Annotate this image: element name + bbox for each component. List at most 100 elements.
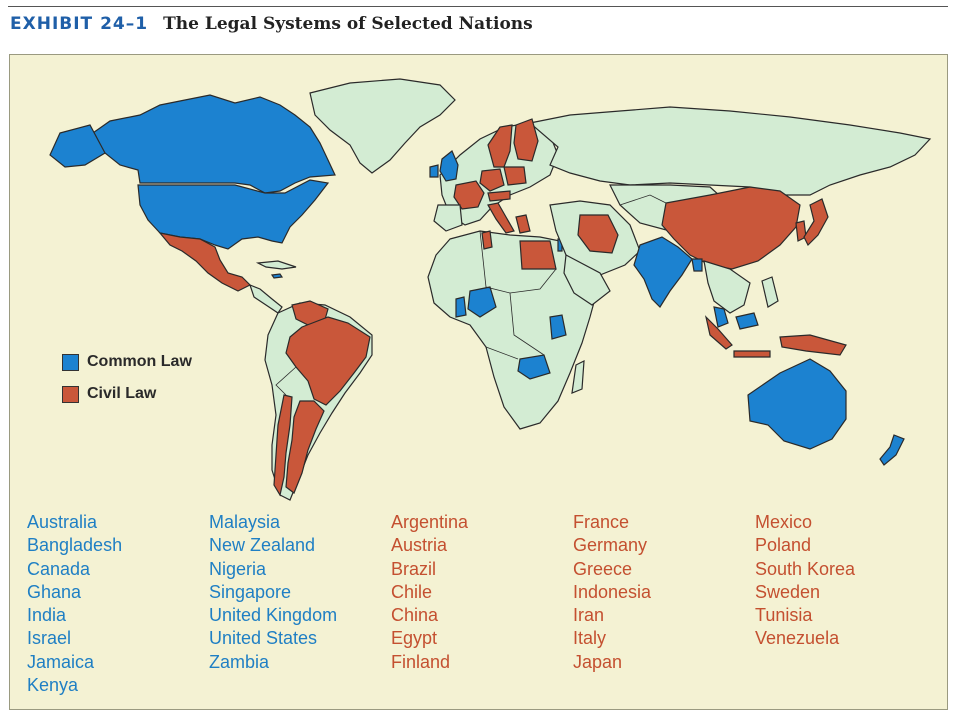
legend-common-law: Common Law <box>62 353 192 371</box>
egypt <box>519 240 557 270</box>
country-item: Indonesia <box>573 581 652 602</box>
bangladesh <box>691 258 703 272</box>
argentina <box>285 400 325 494</box>
country-item: India <box>27 605 67 626</box>
top-rule <box>8 6 948 7</box>
column-common-law-1: Australia Bangladesh Canada Ghana India … <box>27 511 209 697</box>
austria <box>487 190 511 202</box>
civil-law-swatch <box>62 385 79 403</box>
alaska <box>49 124 106 168</box>
country-item: Venezuela <box>755 628 840 649</box>
iberia <box>433 204 463 232</box>
map-panel: Common Law Civil Law Australia Banglades… <box>9 54 948 710</box>
germany <box>479 168 505 192</box>
country-item: Nigeria <box>209 558 267 579</box>
poland <box>503 166 527 186</box>
country-columns: Australia Bangladesh Canada Ghana India … <box>27 511 937 697</box>
canada <box>89 94 336 194</box>
country-item: Argentina <box>391 512 469 532</box>
nigeria <box>467 286 497 318</box>
country-item: United Kingdom <box>209 605 338 626</box>
philippines <box>761 276 779 308</box>
africa <box>427 230 597 430</box>
sa-border-1 <box>275 366 297 396</box>
indonesia-east <box>779 334 847 356</box>
china <box>661 186 801 270</box>
common-law-swatch <box>62 353 79 371</box>
country-item: Japan <box>573 651 623 672</box>
column-common-law-2: Malaysia New Zealand Nigeria Singapore U… <box>209 511 391 697</box>
africa-border-2 <box>509 292 545 356</box>
asia-border-1 <box>619 194 667 206</box>
italy <box>487 202 515 234</box>
tunisia <box>481 230 493 250</box>
zambia <box>517 354 551 380</box>
new-zealand <box>879 434 905 466</box>
country-item: Germany <box>573 535 648 556</box>
country-item: Singapore <box>209 581 292 602</box>
ghana <box>455 296 467 318</box>
country-item: Mexico <box>755 512 813 532</box>
country-item: China <box>391 605 439 626</box>
japan <box>803 198 829 247</box>
country-item: United States <box>209 628 318 649</box>
country-item: Ghana <box>27 581 82 602</box>
country-item: Israel <box>27 628 72 649</box>
jamaica <box>270 273 284 279</box>
central-america <box>249 283 283 314</box>
country-item: Kenya <box>27 675 79 696</box>
country-item: South Korea <box>755 558 856 579</box>
exhibit-title: The Legal Systems of Selected Nations <box>163 14 533 34</box>
exhibit-heading: EXHIBIT 24–1 The Legal Systems of Select… <box>10 14 533 34</box>
country-item: Jamaica <box>27 651 95 672</box>
legend-civil-law: Civil Law <box>62 385 192 403</box>
brazil <box>285 316 371 406</box>
exhibit-number: EXHIBIT 24–1 <box>10 14 149 34</box>
country-item: Canada <box>27 558 91 579</box>
column-civil-law-2: France Germany Greece Indonesia Iran Ita… <box>573 511 755 697</box>
malaysia-borneo <box>735 312 759 330</box>
country-item: Malaysia <box>209 512 281 532</box>
country-item: Egypt <box>391 628 438 649</box>
kenya <box>549 314 567 340</box>
australia <box>747 358 847 450</box>
chile <box>273 394 293 497</box>
country-item: Australia <box>27 512 98 532</box>
country-item: Tunisia <box>755 605 813 626</box>
france <box>453 180 485 210</box>
africa-border-3 <box>485 346 519 360</box>
arabia <box>563 254 611 306</box>
column-civil-law-3: Mexico Poland South Korea Sweden Tunisia… <box>755 511 937 697</box>
country-item: New Zealand <box>209 535 316 556</box>
country-item: Austria <box>391 535 448 556</box>
iran <box>577 214 619 254</box>
madagascar <box>571 359 585 394</box>
ireland <box>429 164 439 178</box>
country-item: France <box>573 512 630 532</box>
world-map <box>49 78 932 501</box>
country-item: Italy <box>573 628 607 649</box>
map-legend: Common Law Civil Law <box>62 353 192 417</box>
southeast-asia <box>703 260 751 314</box>
indonesia-java <box>733 350 771 358</box>
malaysia <box>713 306 729 328</box>
legend-common-law-label: Common Law <box>87 353 192 370</box>
country-item: Poland <box>755 535 812 556</box>
finland <box>513 118 539 162</box>
country-item: Greece <box>573 558 633 579</box>
united-kingdom <box>439 150 459 182</box>
country-item: Finland <box>391 651 451 672</box>
indonesia-sumatra <box>704 315 733 350</box>
country-item: Sweden <box>755 581 821 602</box>
country-item: Iran <box>573 605 605 626</box>
country-item: Brazil <box>391 558 437 579</box>
column-civil-law-1: Argentina Austria Brazil Chile China Egy… <box>391 511 573 697</box>
legend-civil-law-label: Civil Law <box>87 385 157 402</box>
country-item: Zambia <box>209 651 270 672</box>
country-item: Bangladesh <box>27 535 123 556</box>
india <box>633 236 693 308</box>
country-item: Chile <box>391 581 433 602</box>
sweden <box>487 124 513 168</box>
cuba <box>255 260 297 270</box>
russia <box>528 106 932 196</box>
